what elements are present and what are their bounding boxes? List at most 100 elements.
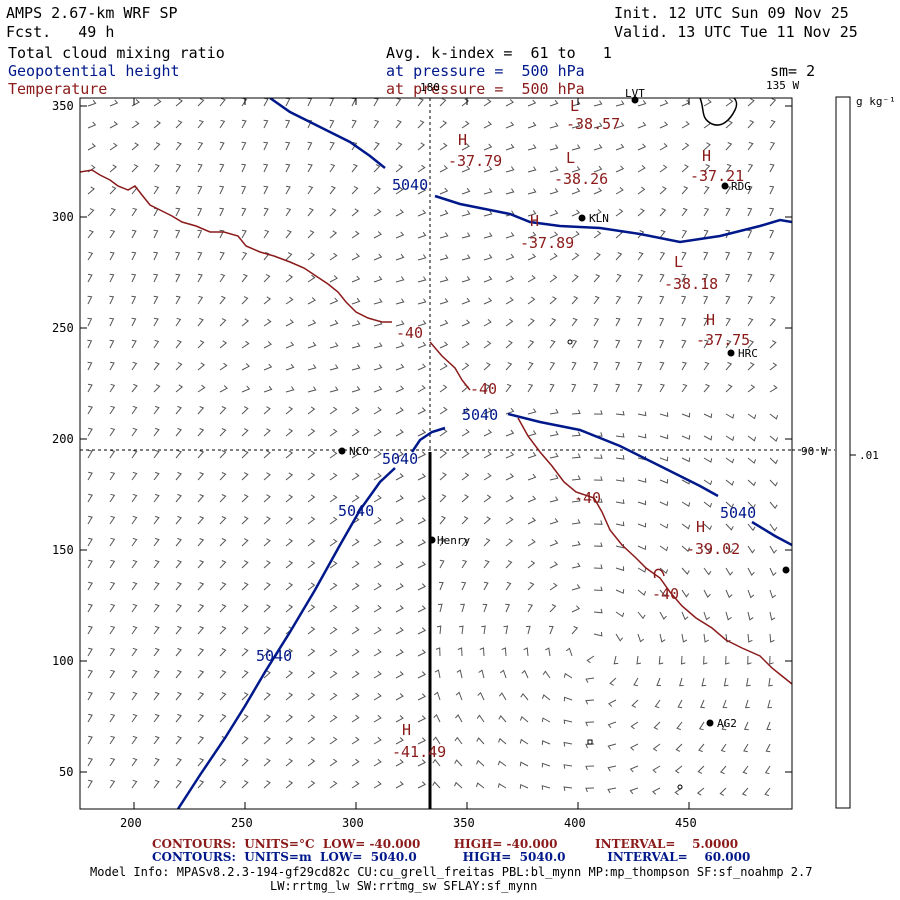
wind-barb [593, 361, 599, 371]
wind-barb [747, 523, 756, 532]
wind-barb [571, 519, 581, 525]
wind-barb [263, 538, 271, 547]
x-tick-label: 450 [675, 816, 697, 830]
wind-barb [725, 435, 735, 442]
wind-barb [563, 764, 573, 769]
wind-barb [197, 494, 205, 503]
y-tick-label: 250 [52, 321, 74, 335]
wind-barb [747, 120, 755, 129]
wind-barb [109, 383, 116, 393]
wind-barb [434, 691, 441, 701]
colorbar-unit: g kg⁻¹ [856, 95, 896, 108]
wind-barb [241, 780, 249, 789]
wind-barb [766, 721, 772, 731]
wind-barb [241, 207, 247, 217]
wind-barb [659, 143, 668, 151]
wind-barb [747, 339, 755, 349]
wind-barb [549, 99, 559, 107]
init-time: Init. 12 UTC Sun 09 Nov 25 [614, 4, 849, 22]
wind-barb [659, 611, 667, 620]
wind-barb [417, 209, 427, 217]
wind-barb [351, 342, 361, 349]
wind-barb [329, 516, 338, 525]
wind-barb [241, 406, 249, 415]
wind-barb [395, 342, 405, 349]
wind-barb [725, 251, 731, 261]
y-tick-label: 150 [52, 543, 74, 557]
wind-barb [329, 230, 338, 239]
wind-barb [439, 165, 448, 173]
footer-temperature-contours: CONTOURS: UNITS=°C LOW= -40.000 HIGH= -4… [152, 837, 739, 851]
wind-barb [395, 231, 405, 239]
wind-barb [571, 409, 581, 415]
wind-barb [609, 677, 617, 686]
wind-barb [395, 605, 404, 613]
wind-barb [307, 472, 316, 481]
wind-barb [373, 141, 380, 151]
wind-barb [681, 545, 690, 553]
station-markers [338, 96, 790, 727]
wind-barb [131, 164, 139, 173]
wind-barb [476, 759, 485, 767]
wind-barb [769, 141, 776, 151]
wind-barb [769, 98, 777, 107]
wind-barb [153, 427, 160, 437]
wind-barb [417, 517, 427, 525]
wind-barb [725, 384, 733, 393]
wind-barb [373, 538, 382, 547]
wind-barb [329, 736, 338, 745]
wind-barb [87, 339, 93, 349]
wind-barb [637, 230, 645, 239]
wind-barb [197, 626, 205, 635]
wind-barb [723, 677, 729, 687]
wind-barb [593, 410, 603, 415]
wind-barb [219, 340, 228, 349]
wind-barb [307, 670, 316, 679]
wind-barb [87, 559, 93, 569]
wind-barb [263, 229, 270, 239]
height-contour-label: 5040 [392, 176, 429, 194]
wind-barb [549, 604, 557, 613]
wind-barb [769, 340, 777, 349]
wind-barb [131, 99, 140, 107]
wind-barb [87, 295, 93, 305]
wind-barb [698, 743, 705, 753]
wind-barb [681, 121, 690, 129]
wind-barb [285, 670, 294, 679]
wind-barb [241, 560, 249, 569]
wind-barb [395, 737, 404, 745]
wind-barb [263, 670, 271, 679]
station-label-henry: Henry [437, 534, 471, 547]
wind-barb [263, 472, 271, 481]
wind-barb [477, 691, 485, 701]
wind-barb [373, 164, 381, 173]
wind-barb [461, 276, 471, 283]
wind-barb [659, 589, 668, 597]
wind-barb [483, 297, 493, 305]
wind-barb [131, 559, 138, 569]
extremum-marker-high: H [702, 147, 712, 165]
wind-barb [351, 275, 361, 283]
wind-barb [175, 384, 184, 393]
wind-barb [549, 274, 558, 283]
wind-barb [505, 340, 513, 349]
wind-barb [263, 163, 269, 173]
wind-barb [769, 567, 777, 577]
wind-barb [571, 317, 578, 327]
wind-barb [197, 119, 204, 129]
wind-barb [549, 496, 559, 503]
wind-barb [395, 98, 402, 107]
wind-barb [263, 648, 271, 657]
wind-barb [593, 100, 603, 107]
wind-barb [637, 567, 647, 573]
wind-barbs-layer [87, 98, 779, 797]
wind-barb [285, 780, 294, 789]
height-contour-label: 5040 [382, 450, 419, 468]
station-label-nco: NCO [349, 445, 369, 458]
wind-barb [109, 537, 116, 547]
wind-barb [505, 407, 515, 415]
wind-barb [175, 120, 183, 129]
wind-barb [769, 523, 778, 532]
wind-barb [593, 454, 603, 459]
wind-barb [373, 253, 383, 261]
